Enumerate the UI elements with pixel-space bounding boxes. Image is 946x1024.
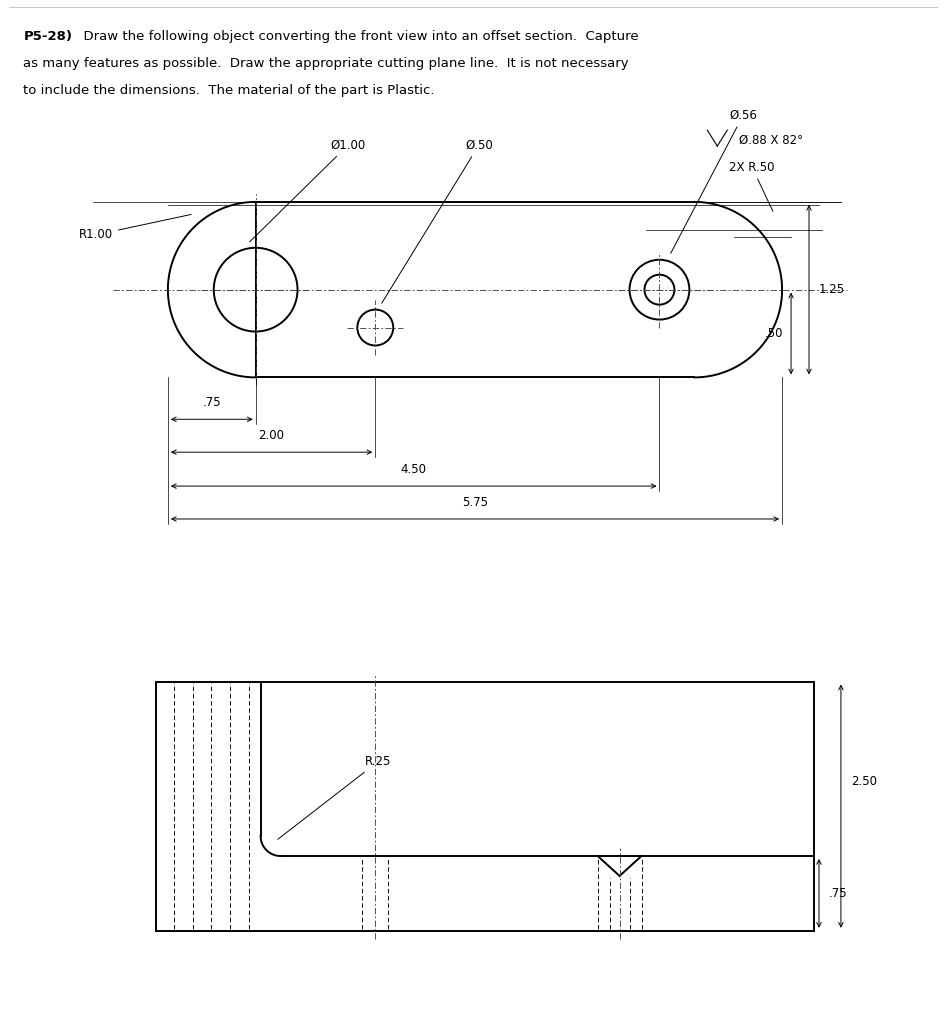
Text: R1.00: R1.00 <box>79 214 191 242</box>
Text: .75: .75 <box>202 396 221 410</box>
Text: 2.50: 2.50 <box>850 775 877 787</box>
Text: 4.50: 4.50 <box>401 463 427 476</box>
Text: as many features as possible.  Draw the appropriate cutting plane line.  It is n: as many features as possible. Draw the a… <box>24 57 629 71</box>
Text: to include the dimensions.  The material of the part is Plastic.: to include the dimensions. The material … <box>24 84 435 97</box>
Text: Draw the following object converting the front view into an offset section.  Cap: Draw the following object converting the… <box>75 31 639 43</box>
Text: P5-28): P5-28) <box>24 31 72 43</box>
Text: .50: .50 <box>764 327 783 340</box>
Text: Ø.56: Ø.56 <box>671 109 757 253</box>
Text: 2.00: 2.00 <box>258 429 285 442</box>
Text: .75: .75 <box>829 887 848 900</box>
Text: 2X R.50: 2X R.50 <box>729 161 775 211</box>
Text: Ø.50: Ø.50 <box>382 138 493 303</box>
Text: R.25: R.25 <box>278 755 392 840</box>
Text: 5.75: 5.75 <box>462 496 488 509</box>
Text: Ø1.00: Ø1.00 <box>250 138 366 242</box>
Text: Ø.88 X 82°: Ø.88 X 82° <box>739 133 803 146</box>
Text: 1.25: 1.25 <box>819 284 845 296</box>
